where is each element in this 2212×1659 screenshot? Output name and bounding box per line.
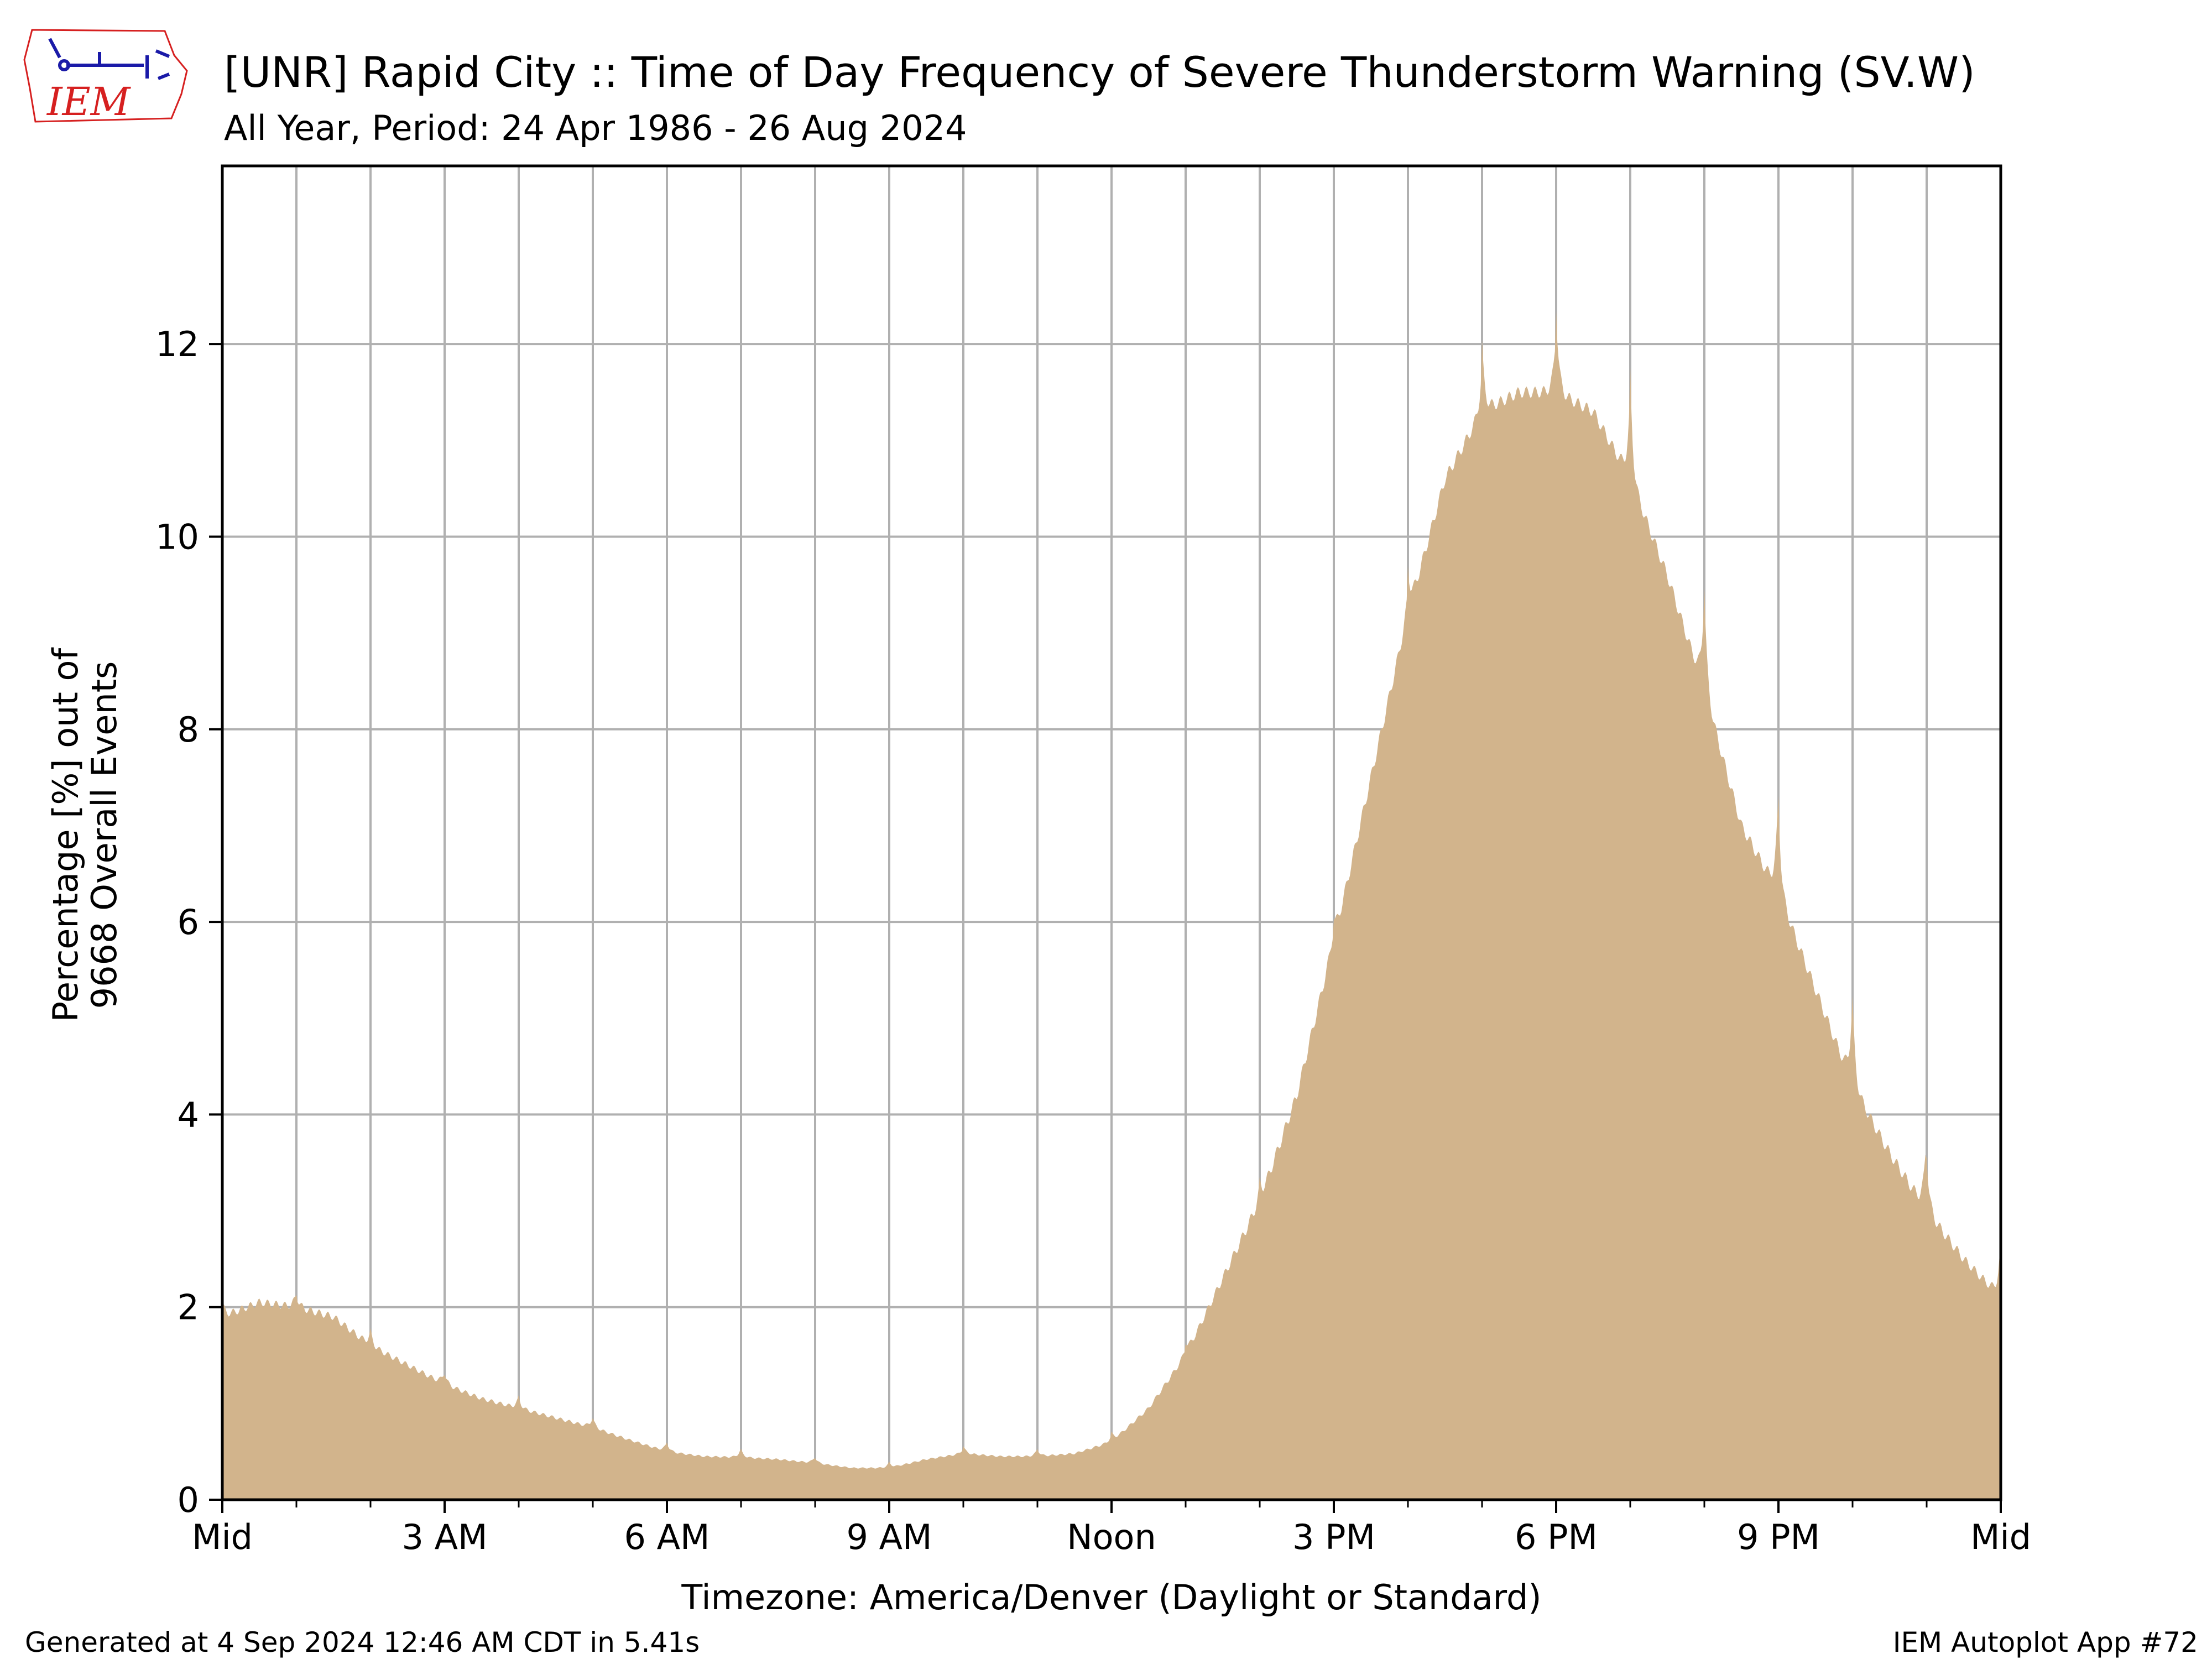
y-tick-label: 6 [178, 902, 199, 942]
x-tick-label: 3 PM [1292, 1517, 1375, 1557]
windmill-icon [48, 38, 170, 80]
y-tick-label: 12 [155, 324, 199, 364]
y-tick-label: 2 [178, 1287, 199, 1328]
x-axis-label: Timezone: America/Denver (Daylight or St… [681, 1577, 1541, 1618]
x-tick-label: Mid [1970, 1517, 2031, 1557]
frequency-area [222, 311, 2001, 1500]
y-axis-label-line2: 9668 Overall Events [84, 661, 124, 1009]
y-axis-label-line1: Percentage [%] out of [45, 647, 86, 1022]
y-tick-label: 4 [178, 1094, 199, 1135]
logo-text: IEM [46, 79, 132, 124]
axis-ticks: Mid 3 AM 6 AM 9 AM Noon 3 PM 6 PM 9 PM Mid024681… [155, 324, 2031, 1557]
data-area [222, 311, 2001, 1500]
x-tick-label: Mid [192, 1517, 253, 1557]
chart-subtitle: All Year, Period: 24 Apr 1986 - 26 Aug 2… [224, 108, 967, 148]
x-tick-label: 3 AM [401, 1517, 487, 1557]
x-tick-label: 6 PM [1515, 1517, 1598, 1557]
x-tick-label: 9 AM [846, 1517, 932, 1557]
footer-generated: Generated at 4 Sep 2024 12:46 AM CDT in … [25, 1626, 700, 1658]
y-tick-label: 0 [178, 1480, 199, 1520]
x-tick-label: 9 PM [1737, 1517, 1820, 1557]
chart-title: [UNR] Rapid City :: Time of Day Frequenc… [224, 48, 1975, 97]
iowa-outline-icon [23, 29, 188, 123]
y-tick-label: 10 [155, 517, 199, 557]
y-tick-label: 8 [178, 709, 199, 750]
x-tick-label: Noon [1067, 1517, 1156, 1557]
footer-app: IEM Autoplot App #72 [1893, 1626, 2198, 1658]
iem-logo: IEM [17, 17, 194, 133]
x-tick-label: 6 AM [624, 1517, 709, 1557]
